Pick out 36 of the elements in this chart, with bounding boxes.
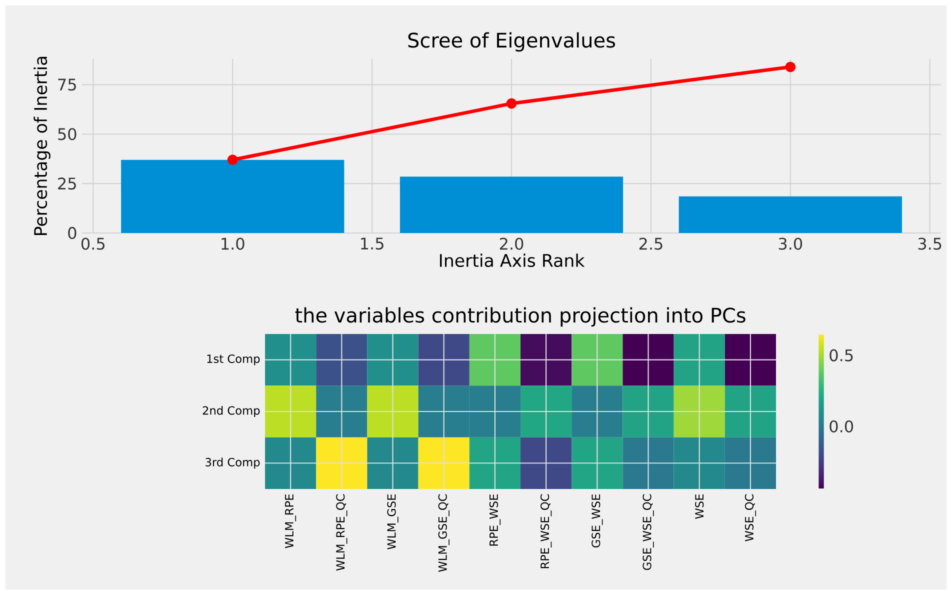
y-axis-title: Percentage of Inertia bbox=[34, 56, 50, 235]
y-tick-label: 0 bbox=[68, 226, 76, 240]
x-tick-label: WLM_GSE bbox=[387, 494, 398, 550]
color-bar-label: 0.5 bbox=[830, 349, 853, 362]
x-tick-label: WLM_GSE_QC bbox=[438, 494, 450, 572]
bar bbox=[121, 160, 344, 233]
point bbox=[785, 62, 796, 72]
y-tick-label: 3rd Comp bbox=[206, 458, 260, 469]
x-tick-label: 3.5 bbox=[918, 238, 942, 250]
chart-title: Scree of Eigenvalues bbox=[408, 32, 616, 52]
point bbox=[506, 98, 517, 109]
x-tick-label: GSE_WSE_QC bbox=[642, 494, 654, 570]
point bbox=[227, 154, 238, 166]
bar bbox=[678, 196, 902, 233]
x-tick-label: 0.5 bbox=[81, 238, 104, 250]
x-tick-label: RPE_WSE bbox=[489, 494, 501, 546]
color-bar-label: 0.0 bbox=[830, 420, 854, 432]
x-axis-title: Inertia Axis Rank bbox=[440, 254, 585, 268]
x-tick-label: 2.0 bbox=[500, 238, 524, 250]
x-tick-label: 1.5 bbox=[361, 238, 384, 250]
x-tick-label: 2.5 bbox=[639, 238, 662, 250]
y-tick-label: 25 bbox=[58, 178, 76, 190]
x-tick-label: RPE_WSE_QC bbox=[540, 494, 552, 568]
chart-title: the variables contribution projection into PCs bbox=[295, 307, 746, 327]
x-tick-label: GSE_WSE bbox=[592, 494, 603, 548]
x-tick-label: WLM_RPE bbox=[285, 494, 296, 548]
x-tick-label: 3.0 bbox=[778, 238, 802, 250]
y-tick-label: 1st Comp bbox=[207, 354, 260, 366]
y-tick-label: 2nd Comp bbox=[202, 406, 260, 417]
y-tick-label: 50 bbox=[58, 128, 76, 140]
x-tick-label: WLM_RPE_QC bbox=[336, 494, 348, 571]
x-tick-label: WSE_QC bbox=[744, 494, 756, 542]
x-tick-label: 1.0 bbox=[222, 238, 244, 250]
x-tick-label: WSE bbox=[695, 494, 704, 519]
bar bbox=[400, 176, 624, 233]
y-tick-label: 75 bbox=[58, 78, 76, 91]
